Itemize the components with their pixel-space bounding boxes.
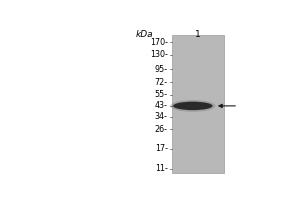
Text: 130-: 130-: [150, 50, 168, 59]
Text: 17-: 17-: [155, 144, 168, 153]
Ellipse shape: [170, 100, 215, 112]
Text: 170-: 170-: [150, 38, 168, 47]
Text: kDa: kDa: [136, 30, 154, 39]
Text: 95-: 95-: [154, 65, 168, 74]
Text: 26-: 26-: [155, 125, 168, 134]
Text: 1: 1: [195, 30, 201, 39]
Text: 43-: 43-: [155, 101, 168, 110]
Ellipse shape: [173, 102, 213, 110]
Text: 34-: 34-: [155, 112, 168, 121]
FancyBboxPatch shape: [172, 35, 224, 173]
Text: 11-: 11-: [155, 164, 168, 173]
Text: 55-: 55-: [154, 90, 168, 99]
Text: 72-: 72-: [154, 78, 168, 87]
